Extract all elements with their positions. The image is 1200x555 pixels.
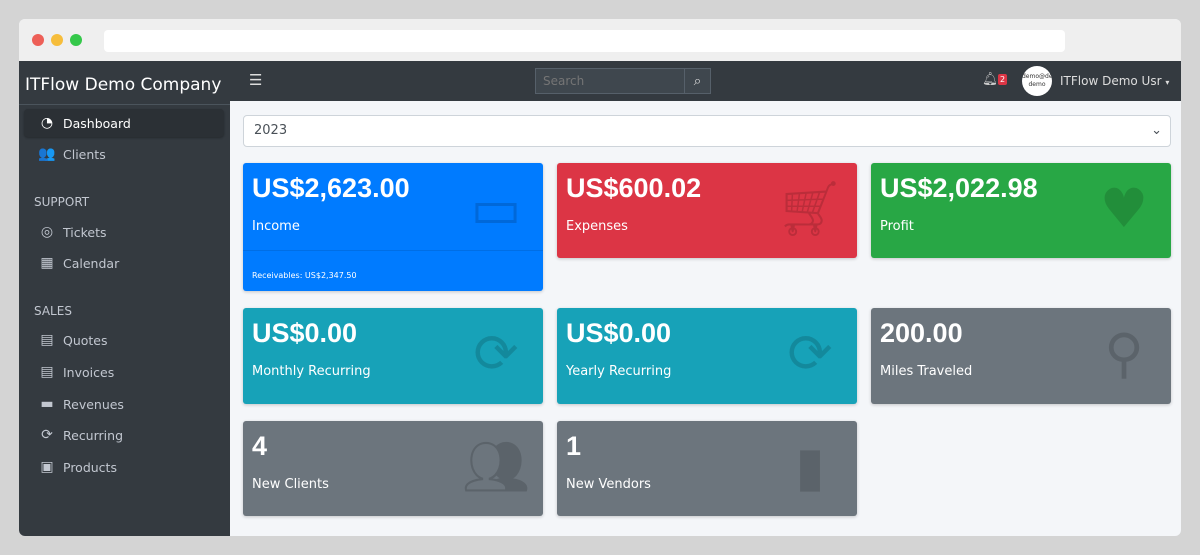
search-button[interactable]: ⌕ [685, 68, 711, 94]
stat-value: 200.00 [880, 318, 963, 348]
label: Calendar [63, 255, 120, 271]
top-navbar: ☰ ⌕ 🔔︎ 2 demo@demo demo ITFlow Demo Usr … [230, 61, 1181, 101]
brand-link[interactable]: ITFlow Demo Company [19, 61, 230, 105]
tachometer-icon: ◔ [40, 115, 54, 131]
label: Clients [63, 146, 106, 162]
sidebar: ITFlow Demo Company ◔ Dashboard 👥 Clients … [19, 61, 230, 536]
label: Recurring [63, 427, 123, 443]
credit-card-icon: ▬ [40, 396, 54, 412]
user-name: ITFlow Demo Usr [1060, 74, 1162, 88]
browser-window: ITFlow Demo Company ◔ Dashboard 👥 Clients … [19, 19, 1181, 536]
label: Invoices [63, 364, 115, 380]
label: Tickets [63, 224, 107, 240]
label: Revenues [63, 396, 124, 412]
stat-value: 1 [566, 431, 582, 461]
stat-label: New Clients [252, 477, 329, 492]
file-icon: ▤ [40, 332, 54, 348]
stat-card-income[interactable]: ▭ US$2,623.00 Income Receivables: US$2,347.… [243, 163, 543, 291]
invoice-icon: ▤ [40, 364, 54, 380]
sidebar-item-clients[interactable]: 👥 Clients [24, 140, 224, 168]
stat-card-new-clients[interactable]: 👥︎ 4 New Clients [243, 421, 543, 516]
year-select[interactable]: 2023 ⌄ [243, 115, 1171, 147]
sync-icon: ⟳ [41, 427, 53, 443]
stat-value: US$0.00 [252, 318, 358, 348]
stat-label: Expenses [566, 219, 628, 234]
close-dot[interactable] [32, 34, 44, 46]
calendar-icon: ▦ [40, 255, 54, 271]
support-header: SUPPORT [34, 195, 90, 209]
sidebar-item-dashboard[interactable]: ◔ Dashboard [24, 109, 224, 137]
caret-down-icon: ▾ [1165, 78, 1170, 87]
stat-card-new-vendors[interactable]: ▮ 1 New Vendors [557, 421, 857, 516]
stat-value: US$0.00 [566, 318, 672, 348]
sync-icon: ⟳ [787, 322, 833, 385]
selected-year: 2023 [254, 123, 288, 138]
credit-card-icon: ▭ [470, 177, 522, 240]
dashboard-content: 2023 ⌄ ▭ US$2,623.00 Income Receivables: US$… [230, 101, 1181, 536]
stat-label: Monthly Recurring [252, 364, 371, 379]
stat-value: US$600.02 [566, 173, 702, 203]
users-icon: 👥 [38, 146, 56, 162]
label: Products [63, 459, 117, 475]
bell-icon[interactable]: 🔔︎ [982, 72, 996, 87]
browser-titlebar [19, 19, 1181, 61]
label: Quotes [63, 332, 108, 348]
stat-label: Miles Traveled [880, 364, 973, 379]
cart-icon: 🛒︎ [775, 177, 845, 240]
stat-value: US$2,623.00 [252, 173, 410, 203]
stat-card-miles-traveled[interactable]: ⚲ 200.00 Miles Traveled [871, 308, 1171, 404]
avatar[interactable]: demo@demo demo [1022, 66, 1052, 96]
stat-card-expenses[interactable]: 🛒︎ US$600.02 Expenses [557, 163, 857, 258]
sync-icon: ⟳ [473, 322, 519, 385]
stat-label: Yearly Recurring [566, 364, 672, 379]
box-icon: ▣ [40, 459, 54, 475]
stat-label: New Vendors [566, 477, 651, 492]
sidebar-item-revenues[interactable]: ▬ Revenues [24, 390, 224, 418]
stat-card-yearly-recurring[interactable]: ⟳ US$0.00 Yearly Recurring [557, 308, 857, 404]
building-icon: ▮ [795, 435, 825, 498]
life-ring-icon: ◎ [40, 224, 54, 240]
stat-value: US$2,022.98 [880, 173, 1038, 203]
search-icon: ⌕ [693, 73, 702, 88]
stat-label: Profit [880, 219, 914, 234]
sidebar-item-tickets[interactable]: ◎ Tickets [24, 218, 224, 246]
stat-label: Income [252, 219, 300, 234]
stat-footer: Receivables: US$2,347.50 [243, 250, 543, 291]
search-form: ⌕ [535, 68, 711, 94]
heart-icon: ♥ [1099, 177, 1149, 240]
user-menu[interactable]: ITFlow Demo Usr ▾ [1060, 74, 1169, 88]
stat-card-monthly-recurring[interactable]: ⟳ US$0.00 Monthly Recurring [243, 308, 543, 404]
sidebar-item-invoices[interactable]: ▤ Invoices [24, 358, 224, 386]
users-icon: 👥︎ [461, 435, 531, 498]
sidebar-item-calendar[interactable]: ▦ Calendar [24, 249, 224, 277]
sales-header: SALES [34, 304, 72, 318]
minimize-dot[interactable] [51, 34, 63, 46]
sidebar-item-quotes[interactable]: ▤ Quotes [24, 326, 224, 354]
maximize-dot[interactable] [70, 34, 82, 46]
notification-badge: 2 [998, 74, 1008, 85]
label: Dashboard [63, 115, 131, 131]
menu-toggle-icon[interactable]: ☰ [249, 71, 263, 89]
route-icon: ⚲ [1104, 322, 1144, 385]
address-bar[interactable] [104, 30, 1065, 52]
sidebar-item-recurring[interactable]: ⟳ Recurring [24, 421, 224, 449]
sidebar-item-products[interactable]: ▣ Products [24, 453, 224, 481]
stat-value: 4 [252, 431, 268, 461]
stat-card-profit[interactable]: ♥ US$2,022.98 Profit [871, 163, 1171, 258]
search-input[interactable] [535, 68, 685, 94]
chevron-down-icon: ⌄ [1151, 123, 1162, 138]
